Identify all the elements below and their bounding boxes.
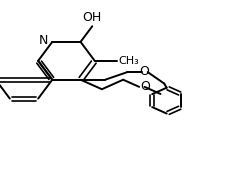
Text: N: N — [38, 34, 48, 48]
Text: O: O — [139, 65, 150, 78]
Text: CH₃: CH₃ — [119, 56, 139, 66]
Text: O: O — [140, 80, 150, 93]
Text: OH: OH — [83, 11, 102, 24]
